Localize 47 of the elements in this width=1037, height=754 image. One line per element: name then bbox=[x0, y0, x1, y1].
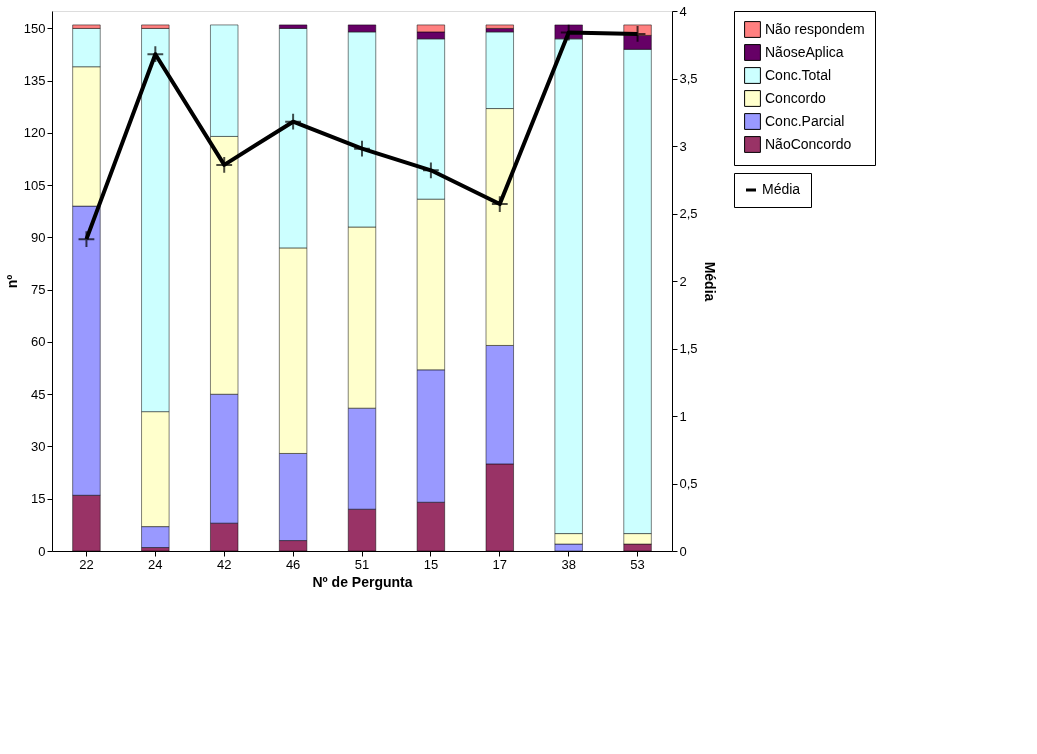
point bbox=[284, 112, 303, 131]
y-tick-label: 135 bbox=[23, 73, 46, 89]
y-tick-label: 75 bbox=[31, 282, 46, 298]
bar bbox=[485, 24, 514, 29]
x-tick-label: 46 bbox=[285, 556, 301, 572]
x-axis-title: Nº de Pergunta bbox=[312, 573, 413, 590]
x-tick-label: 17 bbox=[492, 556, 508, 572]
y2-tick-label: 1 bbox=[679, 408, 687, 424]
y-tick-label: 45 bbox=[31, 386, 46, 402]
x-tick-label: 53 bbox=[630, 556, 645, 572]
y-axis-title: nº bbox=[3, 274, 20, 289]
y2-tick-label: 0,5 bbox=[679, 476, 698, 491]
y2-tick-label: 0 bbox=[679, 543, 687, 559]
y-tick-label: 105 bbox=[23, 177, 46, 193]
legend-label: NãoseAplica bbox=[765, 43, 844, 60]
legend-label: Média bbox=[762, 181, 801, 197]
y2-tick-label: 4 bbox=[679, 3, 687, 19]
point bbox=[353, 139, 371, 158]
legend-label: Conc.Total bbox=[765, 66, 832, 83]
point bbox=[490, 195, 509, 213]
legend-label: Concordo bbox=[765, 89, 826, 106]
point bbox=[215, 155, 234, 174]
y-tick-label: 90 bbox=[31, 229, 46, 245]
y2-tick-label: 3 bbox=[679, 138, 687, 154]
legend-label: Não respondem bbox=[765, 20, 865, 37]
y-tick-label: 120 bbox=[23, 125, 46, 141]
legend-label: Conc.Parcial bbox=[765, 112, 845, 129]
point bbox=[421, 161, 440, 180]
y2-axis-title: Média bbox=[701, 261, 718, 302]
legend-label: NãoConcordo bbox=[765, 135, 852, 152]
x-tick-label: 38 bbox=[561, 556, 576, 572]
point bbox=[77, 230, 96, 249]
x-tick-label: 51 bbox=[354, 556, 370, 572]
y2-tick-label: 2,5 bbox=[679, 206, 698, 221]
y-tick-label: 0 bbox=[38, 543, 46, 559]
y-tick-label: 30 bbox=[31, 438, 46, 454]
y-tick-label: 60 bbox=[31, 334, 46, 350]
x-tick-label: 15 bbox=[423, 556, 439, 572]
x-tick-label: 42 bbox=[216, 556, 232, 572]
y2-tick-label: 3,5 bbox=[679, 71, 698, 86]
x-tick-label: 24 bbox=[148, 556, 163, 572]
x-tick-label: 22 bbox=[79, 556, 94, 572]
y2-tick-label: 2 bbox=[679, 273, 687, 289]
y-tick-label: 150 bbox=[23, 20, 46, 36]
y2-tick-label: 1,5 bbox=[679, 341, 698, 356]
y-tick-label: 15 bbox=[31, 491, 46, 507]
point bbox=[146, 45, 165, 64]
